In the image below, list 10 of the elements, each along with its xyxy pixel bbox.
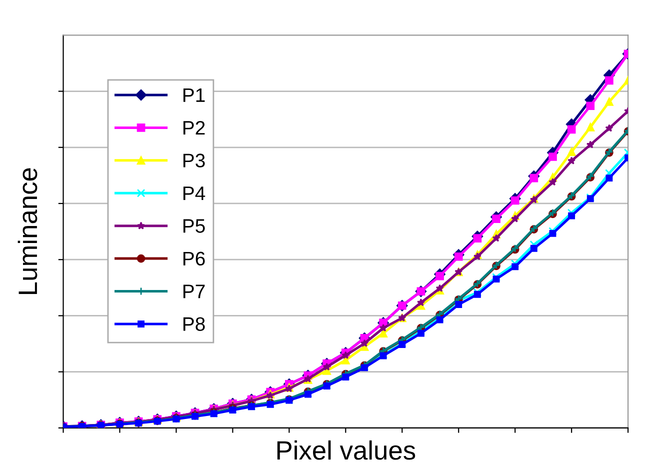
legend-label: P1 (183, 88, 205, 102)
x-axis-title: Pixel values (277, 440, 416, 460)
legend-label: P3 (183, 154, 205, 168)
legend-label: P7 (183, 284, 205, 298)
y-axis-title: Luminance (18, 168, 38, 294)
legend-label: P8 (183, 317, 205, 331)
legend-label: P6 (183, 252, 205, 266)
legend-label: P5 (183, 219, 205, 233)
legend-label: P4 (183, 186, 206, 200)
legend-label: P2 (183, 120, 205, 135)
